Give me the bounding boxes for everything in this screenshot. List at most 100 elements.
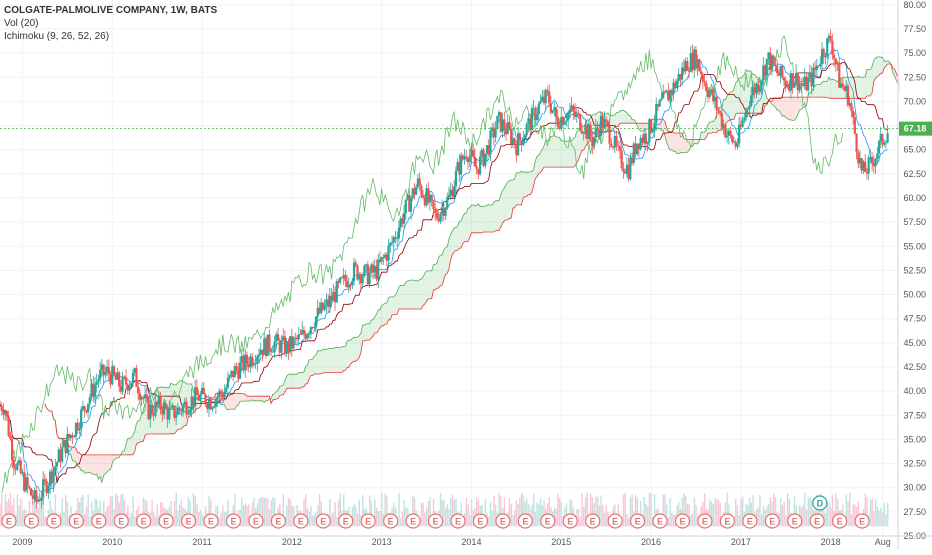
- volume-bar: [878, 511, 879, 527]
- candle-body: [410, 198, 412, 211]
- cloud-segment: [632, 120, 634, 124]
- earnings-marker-label: E: [141, 517, 147, 527]
- candle-body: [355, 263, 357, 266]
- volume-bar: [400, 518, 401, 527]
- volume-bar: [155, 517, 156, 526]
- volume-bar: [739, 515, 740, 526]
- cloud-segment: [90, 455, 92, 473]
- candle-body: [196, 387, 198, 395]
- cloud-segment: [572, 139, 574, 167]
- cloud-segment: [385, 303, 387, 324]
- candle-body: [396, 238, 398, 239]
- volume-bar: [740, 499, 741, 526]
- cloud-segment: [351, 339, 353, 365]
- earnings-marker-label: E: [230, 517, 236, 527]
- volume-bar: [378, 511, 379, 526]
- volume-bar: [39, 501, 40, 526]
- earnings-marker-label: E: [500, 517, 506, 527]
- earnings-marker-label: E: [96, 517, 102, 527]
- cloud-segment: [528, 172, 530, 195]
- candle-body: [455, 171, 457, 187]
- volume-bar: [243, 505, 244, 526]
- candle-body: [833, 55, 835, 59]
- volume-bar: [331, 515, 332, 527]
- cloud-segment: [406, 281, 408, 309]
- cloud-segment: [509, 180, 511, 218]
- volume-bar: [312, 516, 313, 527]
- candle-body: [826, 38, 828, 56]
- candle-body: [610, 144, 612, 147]
- candle-body: [830, 36, 832, 41]
- cloud-segment: [623, 110, 625, 123]
- volume-bar: [421, 503, 422, 527]
- cloud-segment: [294, 374, 296, 388]
- y-tick-label: 60.00: [903, 193, 926, 203]
- y-tick-label: 50.00: [903, 290, 926, 300]
- candle-body: [766, 59, 768, 76]
- cloud-segment: [641, 123, 643, 131]
- candle-body: [175, 415, 177, 418]
- volume-bar: [873, 511, 874, 526]
- cloud-segment: [501, 190, 503, 227]
- volume-bar: [581, 493, 582, 526]
- volume-bar: [847, 502, 848, 527]
- candle-body: [165, 403, 167, 408]
- candle-body: [9, 436, 11, 439]
- cloud-segment: [416, 281, 418, 309]
- volume-bar: [851, 514, 852, 526]
- volume-bar: [668, 518, 669, 527]
- cloud-segment: [446, 247, 448, 275]
- volume-bar: [535, 512, 536, 526]
- y-tick-label: 37.50: [903, 410, 926, 420]
- candle-body: [705, 83, 707, 91]
- volume-bar: [533, 494, 534, 527]
- cloud-segment: [468, 208, 470, 242]
- volume-bar: [536, 502, 537, 526]
- volume-bar: [559, 498, 560, 526]
- cloud-segment: [566, 141, 568, 167]
- earnings-marker-label: E: [769, 517, 775, 527]
- candle-body: [878, 141, 880, 153]
- volume-bar: [490, 502, 491, 526]
- earnings-marker-label: E: [477, 517, 483, 527]
- cloud-segment: [825, 81, 827, 98]
- candle-body: [659, 100, 661, 106]
- earnings-marker-label: E: [365, 517, 371, 527]
- candle-body: [227, 378, 229, 388]
- candle-body: [432, 200, 434, 209]
- volume-bar: [381, 493, 382, 526]
- candle-body: [292, 338, 294, 349]
- volume-bar: [492, 511, 493, 527]
- cloud-segment: [732, 89, 734, 119]
- candle-body: [615, 136, 617, 146]
- cloud-segment: [281, 385, 283, 395]
- candle-body: [605, 119, 607, 121]
- candle-body: [850, 103, 852, 111]
- volume-bar: [200, 510, 201, 526]
- cloud-segment: [228, 393, 230, 409]
- cloud-segment: [459, 221, 461, 248]
- cloud-segment: [625, 112, 627, 124]
- candle-body: [812, 68, 814, 87]
- volume-bar: [884, 503, 885, 527]
- earnings-marker-label: E: [837, 517, 843, 527]
- earnings-marker-label: E: [388, 517, 394, 527]
- candle-body: [104, 372, 106, 375]
- candle-body: [660, 99, 662, 101]
- cloud-segment: [786, 97, 788, 118]
- volume-bar: [245, 503, 246, 526]
- cloud-segment: [368, 324, 370, 340]
- volume-bar: [538, 505, 539, 527]
- candle-body: [793, 83, 795, 88]
- volume-bar: [650, 493, 651, 526]
- candle-body: [619, 147, 621, 151]
- cloud-segment: [824, 81, 826, 97]
- candle-body: [569, 109, 571, 112]
- cloud-segment: [560, 137, 562, 167]
- candle-body: [135, 368, 137, 387]
- cloud-segment: [867, 69, 869, 96]
- volume-bar: [44, 516, 45, 527]
- candle-body: [203, 388, 205, 394]
- candle-body: [548, 91, 550, 103]
- candle-body: [422, 195, 424, 197]
